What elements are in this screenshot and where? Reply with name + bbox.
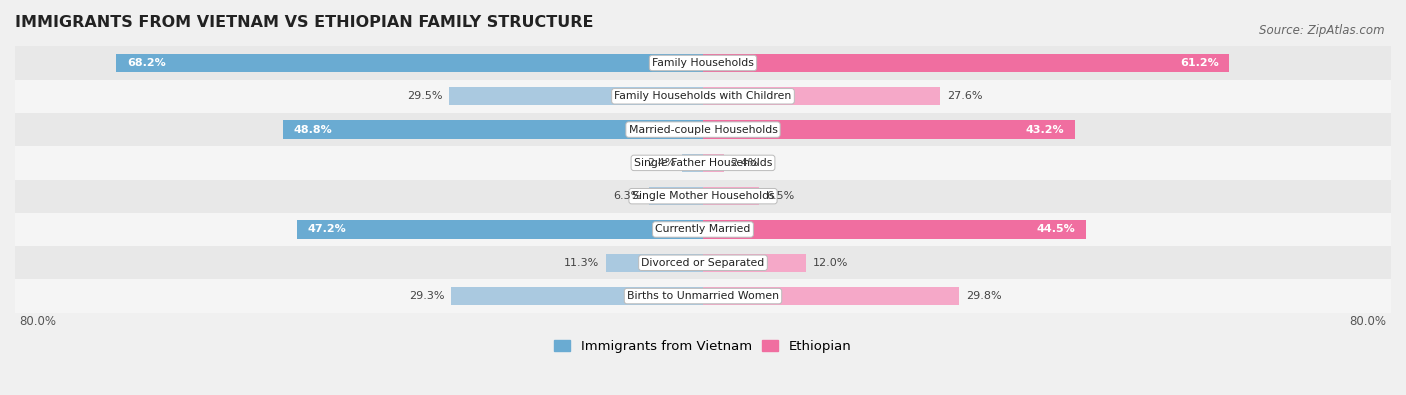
- Bar: [682, 154, 703, 172]
- Bar: [703, 254, 806, 272]
- Text: 6.3%: 6.3%: [613, 191, 643, 201]
- Bar: [703, 220, 1085, 239]
- Text: 43.2%: 43.2%: [1025, 124, 1064, 135]
- Bar: [648, 187, 703, 205]
- Text: 48.8%: 48.8%: [294, 124, 332, 135]
- Text: 27.6%: 27.6%: [948, 91, 983, 101]
- Text: 47.2%: 47.2%: [308, 224, 346, 235]
- Text: Married-couple Households: Married-couple Households: [628, 124, 778, 135]
- Text: Currently Married: Currently Married: [655, 224, 751, 235]
- Bar: [606, 254, 703, 272]
- Bar: [15, 113, 1391, 146]
- Bar: [703, 54, 1229, 72]
- Text: IMMIGRANTS FROM VIETNAM VS ETHIOPIAN FAMILY STRUCTURE: IMMIGRANTS FROM VIETNAM VS ETHIOPIAN FAM…: [15, 15, 593, 30]
- Bar: [703, 287, 959, 305]
- Text: 11.3%: 11.3%: [564, 258, 599, 268]
- Text: 12.0%: 12.0%: [813, 258, 848, 268]
- Bar: [15, 46, 1391, 80]
- Bar: [15, 246, 1391, 279]
- Bar: [15, 80, 1391, 113]
- Bar: [451, 287, 703, 305]
- Bar: [297, 220, 703, 239]
- Text: 29.3%: 29.3%: [409, 291, 444, 301]
- Text: 2.4%: 2.4%: [731, 158, 759, 168]
- Bar: [450, 87, 703, 105]
- Text: Family Households with Children: Family Households with Children: [614, 91, 792, 101]
- Bar: [15, 279, 1391, 313]
- Text: 6.5%: 6.5%: [766, 191, 794, 201]
- Text: Single Mother Households: Single Mother Households: [631, 191, 775, 201]
- Legend: Immigrants from Vietnam, Ethiopian: Immigrants from Vietnam, Ethiopian: [550, 335, 856, 359]
- Text: Single Father Households: Single Father Households: [634, 158, 772, 168]
- Text: Source: ZipAtlas.com: Source: ZipAtlas.com: [1260, 24, 1385, 37]
- Text: Births to Unmarried Women: Births to Unmarried Women: [627, 291, 779, 301]
- Text: 29.8%: 29.8%: [966, 291, 1002, 301]
- Bar: [703, 87, 941, 105]
- Bar: [703, 187, 759, 205]
- Text: 80.0%: 80.0%: [1350, 315, 1386, 328]
- Text: 29.5%: 29.5%: [406, 91, 443, 101]
- Bar: [15, 213, 1391, 246]
- Text: Divorced or Separated: Divorced or Separated: [641, 258, 765, 268]
- Text: 80.0%: 80.0%: [20, 315, 56, 328]
- Text: 2.4%: 2.4%: [647, 158, 675, 168]
- Bar: [15, 146, 1391, 179]
- Text: 68.2%: 68.2%: [127, 58, 166, 68]
- Bar: [117, 54, 703, 72]
- Text: Family Households: Family Households: [652, 58, 754, 68]
- Bar: [703, 120, 1074, 139]
- Text: 61.2%: 61.2%: [1180, 58, 1219, 68]
- Bar: [703, 154, 724, 172]
- Bar: [15, 179, 1391, 213]
- Bar: [284, 120, 703, 139]
- Text: 44.5%: 44.5%: [1036, 224, 1076, 235]
